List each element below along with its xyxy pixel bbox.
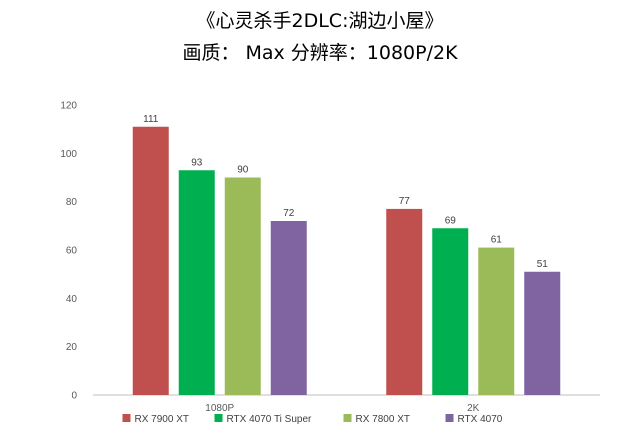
bar-rtx-4070-ti-super-1080p bbox=[178, 170, 215, 395]
x-category-label: 2K bbox=[467, 403, 480, 414]
bar-rx-7900-xt-2k bbox=[386, 208, 423, 395]
legend-swatch bbox=[214, 414, 223, 422]
bar-rtx-4070-ti-super-2k bbox=[432, 228, 469, 395]
data-label: 93 bbox=[191, 157, 203, 168]
data-label: 72 bbox=[283, 208, 295, 219]
y-tick-label: 60 bbox=[66, 246, 78, 257]
legend-swatch bbox=[343, 414, 352, 422]
data-label: 90 bbox=[237, 165, 249, 176]
chart-title: 《心灵杀手2DLC:湖边小屋》 bbox=[196, 10, 444, 32]
data-label: 69 bbox=[445, 215, 457, 226]
bar-rtx-4070-1080p bbox=[270, 221, 307, 395]
bar-rx-7800-xt-1080p bbox=[224, 177, 261, 395]
y-tick-label: 100 bbox=[60, 149, 77, 160]
bar-rtx-4070-2k bbox=[524, 271, 561, 395]
y-tick-label: 80 bbox=[66, 197, 78, 208]
x-category-label: 1080P bbox=[205, 403, 234, 414]
data-label: 77 bbox=[399, 196, 411, 207]
y-tick-label: 0 bbox=[71, 391, 77, 402]
legend-label: RTX 4070 Ti Super bbox=[227, 414, 313, 425]
y-tick-label: 20 bbox=[66, 342, 78, 353]
bar-rx-7800-xt-2k bbox=[478, 247, 515, 395]
data-label: 111 bbox=[143, 114, 159, 125]
data-label: 51 bbox=[537, 259, 549, 270]
legend-swatch bbox=[122, 414, 131, 422]
data-label: 61 bbox=[491, 235, 503, 246]
legend-label: RX 7800 XT bbox=[356, 414, 410, 425]
y-tick-label: 120 bbox=[60, 101, 77, 112]
legend-swatch bbox=[445, 414, 454, 422]
legend-label: RX 7900 XT bbox=[135, 414, 189, 425]
bar-rx-7900-xt-1080p bbox=[132, 126, 169, 395]
chart-subtitle: 画质： Max 分辨率：1080P/2K bbox=[182, 42, 458, 64]
legend-label: RTX 4070 bbox=[458, 414, 503, 425]
y-tick-label: 40 bbox=[66, 294, 78, 305]
